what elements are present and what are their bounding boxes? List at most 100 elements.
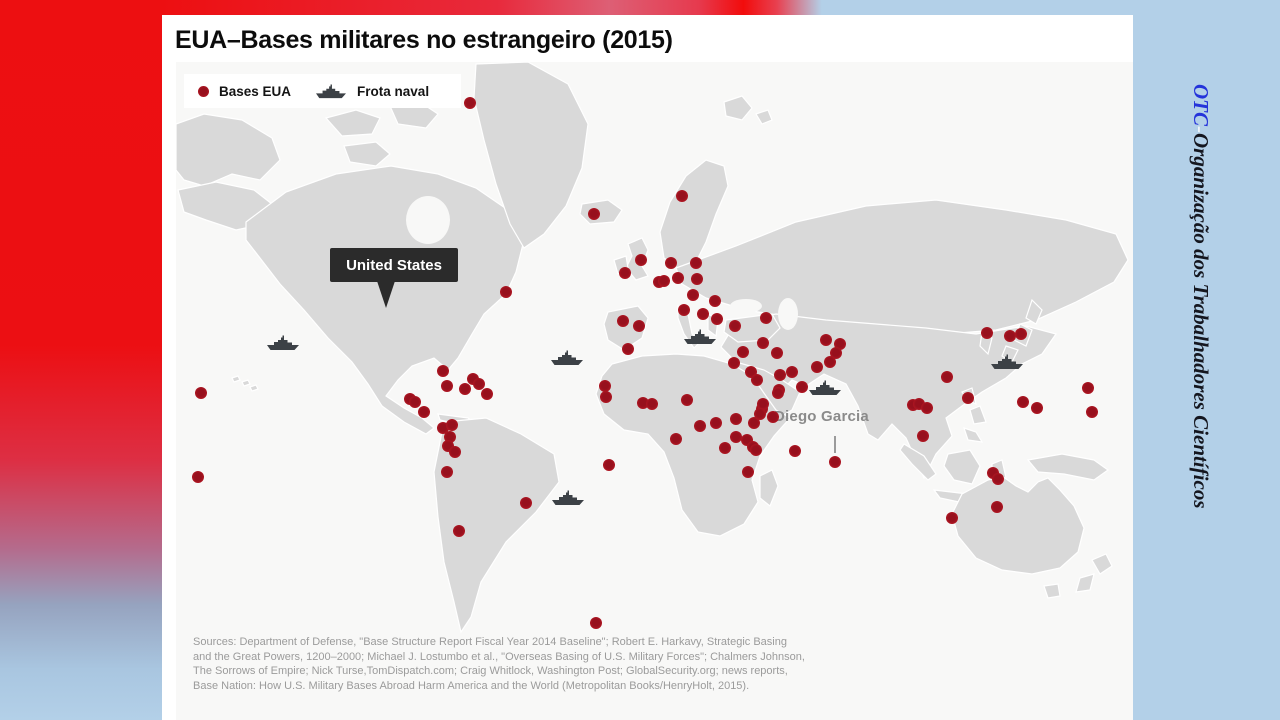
base-dot	[676, 190, 688, 202]
world-map-landmasses	[176, 62, 1129, 634]
base-dot	[691, 273, 703, 285]
base-dot	[921, 402, 933, 414]
base-dot	[729, 320, 741, 332]
base-dot	[500, 286, 512, 298]
base-dot	[1086, 406, 1098, 418]
base-dot	[441, 380, 453, 392]
base-dot	[760, 312, 772, 324]
naval-fleet-icon	[684, 329, 716, 344]
diego-garcia-label: Diego Garcia	[774, 408, 869, 425]
slide-content-panel: EUA–Bases militares no estrangeiro (2015…	[162, 15, 1133, 720]
base-dot	[941, 371, 953, 383]
base-dot	[617, 315, 629, 327]
base-dot	[981, 327, 993, 339]
base-dot	[962, 392, 974, 404]
base-dot	[767, 411, 779, 423]
base-dot	[786, 366, 798, 378]
base-dot	[742, 466, 754, 478]
base-dot	[453, 525, 465, 537]
sources-note: Sources: Department of Defense, "Base St…	[193, 635, 933, 693]
base-dot	[446, 419, 458, 431]
base-dot	[796, 381, 808, 393]
base-dot	[690, 257, 702, 269]
slide-title: EUA–Bases militares no estrangeiro (2015…	[175, 26, 673, 54]
base-dot	[646, 398, 658, 410]
base-dot	[459, 383, 471, 395]
base-dot	[665, 257, 677, 269]
naval-fleet-icon	[991, 354, 1023, 369]
base-dot-legend-icon	[198, 85, 209, 97]
base-dot	[658, 275, 670, 287]
sources-line: and the Great Powers, 1200–2000; Michael…	[193, 650, 805, 663]
base-dot	[697, 308, 709, 320]
otc-separator: -	[1189, 126, 1213, 133]
base-dot	[441, 466, 453, 478]
base-dot	[1082, 382, 1094, 394]
united-states-callout: United States	[330, 248, 458, 282]
base-dot	[771, 347, 783, 359]
base-dot	[992, 473, 1004, 485]
naval-fleet-icon	[809, 380, 841, 395]
base-dot	[789, 445, 801, 457]
base-dot	[757, 398, 769, 410]
base-dot	[603, 459, 615, 471]
united-states-callout-pointer	[377, 281, 395, 308]
base-dot	[1015, 328, 1027, 340]
base-dot	[829, 456, 841, 468]
base-dot	[757, 337, 769, 349]
sources-line: Base Nation: How U.S. Military Bases Abr…	[193, 679, 750, 692]
base-dot	[449, 446, 461, 458]
united-states-label: United States	[346, 256, 442, 274]
base-dot	[820, 334, 832, 346]
base-dot	[672, 272, 684, 284]
otc-name: Organização dos Trabalhadores Científico…	[1189, 133, 1213, 509]
otc-acronym: OTC	[1189, 84, 1213, 126]
naval-fleet-icon	[551, 350, 583, 365]
base-dot	[1004, 330, 1016, 342]
base-dot	[633, 320, 645, 332]
diego-garcia-pointer-line	[834, 436, 836, 453]
base-dot	[811, 361, 823, 373]
naval-fleet-legend-icon	[316, 83, 347, 98]
legend-bases-label: Bases EUA	[219, 83, 292, 99]
base-dot	[635, 254, 647, 266]
base-dot	[1017, 396, 1029, 408]
base-dot	[1031, 402, 1043, 414]
base-dot	[687, 289, 699, 301]
base-dot	[991, 501, 1003, 513]
base-dot	[464, 97, 476, 109]
base-dot	[946, 512, 958, 524]
base-dot	[590, 617, 602, 629]
otc-vertical-branding: OTC-Organização dos Trabalhadores Cientí…	[1188, 84, 1213, 644]
base-dot	[600, 391, 612, 403]
base-dot	[520, 497, 532, 509]
base-dot	[824, 356, 836, 368]
naval-fleet-icon	[267, 335, 299, 350]
base-dot	[622, 343, 634, 355]
base-dot	[711, 313, 723, 325]
left-red-band	[0, 0, 162, 720]
base-dot	[681, 394, 693, 406]
base-dot	[694, 420, 706, 432]
map-legend: Bases EUA Frota naval	[184, 74, 462, 108]
base-dot	[418, 406, 430, 418]
base-dot	[774, 369, 786, 381]
sources-line: Sources: Department of Defense, "Base St…	[193, 636, 787, 648]
base-dot	[748, 417, 760, 429]
base-dot	[751, 374, 763, 386]
base-dot	[728, 357, 740, 369]
base-dot	[737, 346, 749, 358]
base-dot	[195, 387, 207, 399]
base-dot	[670, 433, 682, 445]
base-dot	[917, 430, 929, 442]
naval-fleet-icon	[552, 490, 584, 505]
base-dot	[719, 442, 731, 454]
base-dot	[619, 267, 631, 279]
base-dot	[750, 444, 762, 456]
base-dot	[599, 380, 611, 392]
world-map: Bases EUA Frota naval United States Dieg…	[176, 62, 1133, 720]
base-dot	[481, 388, 493, 400]
base-dot	[678, 304, 690, 316]
top-accent-strip	[162, 0, 1280, 15]
base-dot	[710, 417, 722, 429]
